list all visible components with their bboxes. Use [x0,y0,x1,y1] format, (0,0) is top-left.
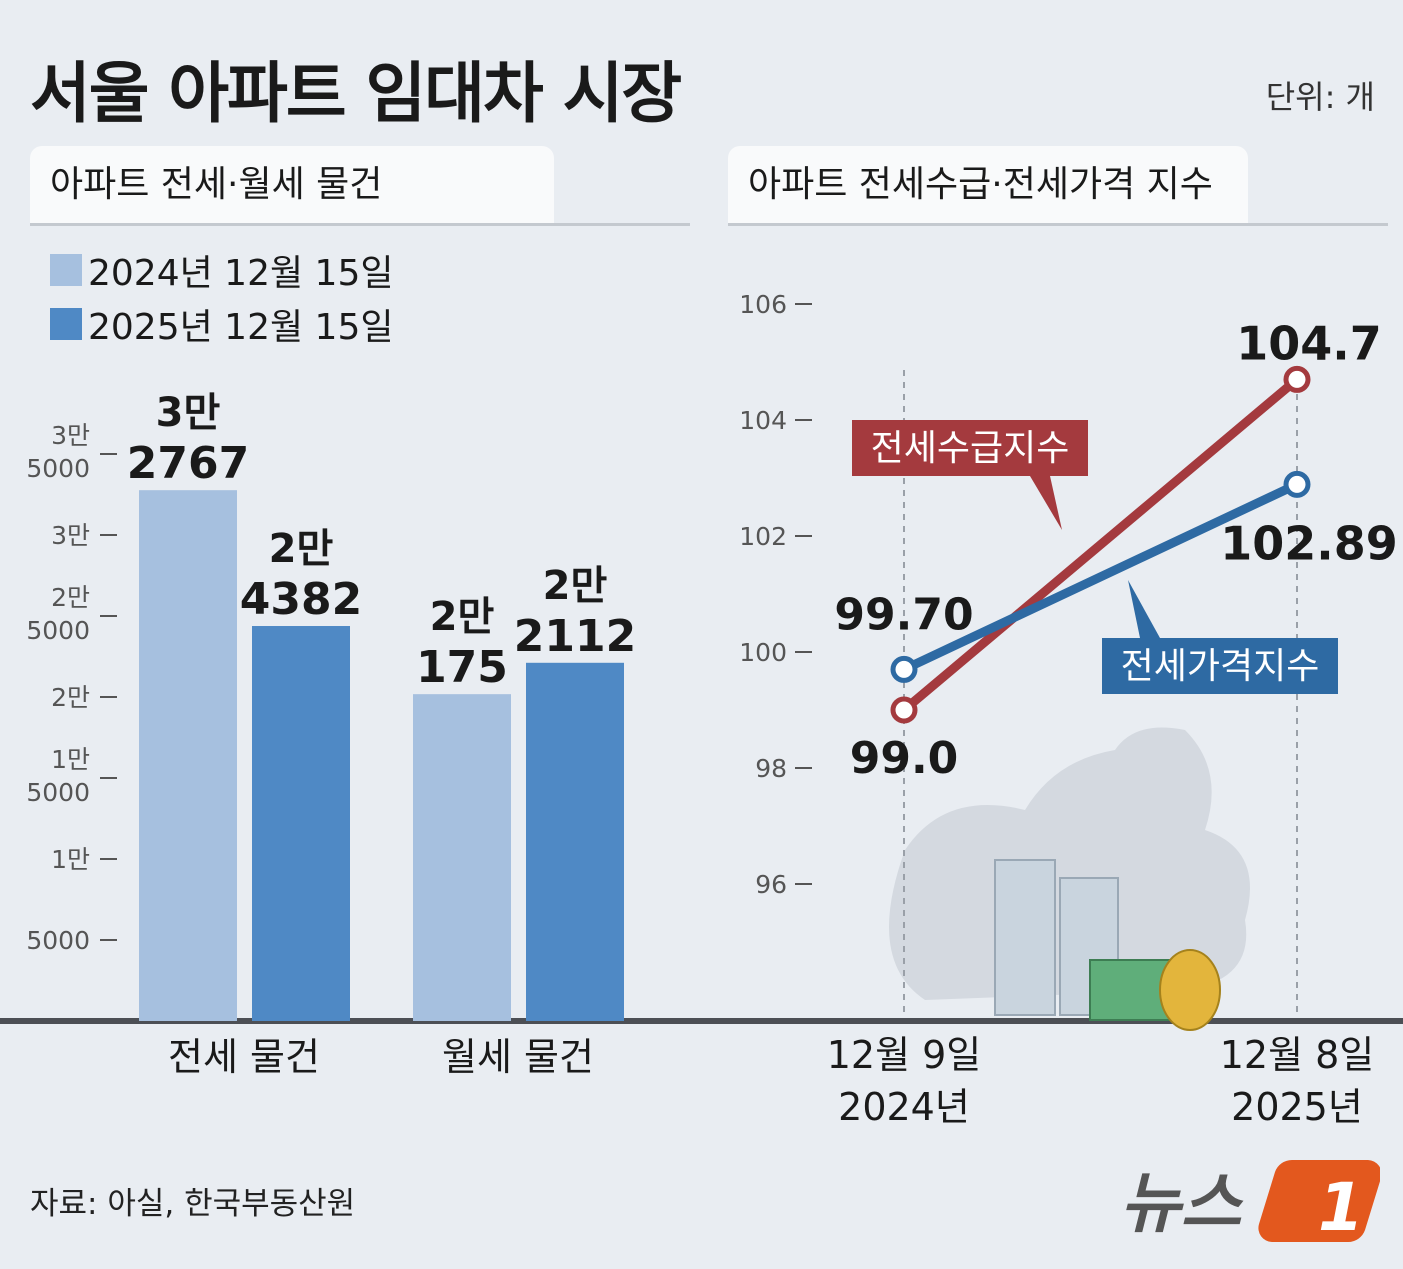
y-tick-label: 106 [739,290,787,319]
point-value-label: 104.7 [1236,316,1382,370]
right-panel-divider [728,223,1388,226]
bar-value-label: 2만 [430,594,495,640]
x-tick-label: 12월 9일 [827,1033,982,1077]
series-callout-box [852,420,1088,476]
unit-label: 단위: 개 [1265,78,1375,116]
x-category-label: 전세 물건 [168,1035,320,1079]
bar [139,490,237,1022]
y-tick-label: 5000 [26,778,90,807]
series-name-label: 전세수급지수 [871,428,1070,469]
y-tick-label: 2만 [51,683,90,712]
bar [526,662,624,1021]
legend-swatch-2024 [50,254,82,286]
x-tick-label: 12월 8일 [1220,1033,1375,1077]
data-point [890,696,918,724]
y-tick-label: 2만 [51,583,90,612]
bar-value-label: 2767 [127,438,249,489]
point-value-label: 99.0 [850,733,959,784]
source-note: 자료: 아실, 한국부동산원 [30,1186,356,1222]
logo-badge [1258,1160,1382,1242]
x-tick-label: 2025년 [1231,1085,1363,1129]
series-line [899,479,1302,674]
y-tick-label: 1만 [51,745,90,774]
point-value-label: 102.89 [1220,516,1398,570]
data-point [1283,365,1311,393]
y-tick-label: 3만 [51,421,90,450]
right-panel-title: 아파트 전세수급·전세가격 지수 [728,146,1248,224]
series-callout-pointer [1030,476,1062,530]
page-title: 서울 아파트 임대차 시장 [30,55,682,132]
y-tick-label: 102 [739,522,787,551]
news1-logo: 뉴스 1 [1120,1148,1382,1252]
legend-label-2025: 2025년 12월 15일 [88,307,394,348]
series-name-label: 전세가격지수 [1121,646,1320,687]
bar-value-label: 2만 [269,526,334,572]
seoul-map-graphic [889,727,1250,1000]
logo-badge-digit: 1 [1318,1169,1364,1246]
point-value-label: 99.70 [834,589,973,640]
left-panel-divider [30,223,690,226]
x-category-label: 월세 물건 [442,1035,594,1079]
logo-text: 뉴스 [1120,1165,1244,1242]
logo-graphic: 뉴스 1 [1120,1160,1382,1246]
bar [252,626,350,1021]
chart-baseline [0,1018,1403,1024]
y-tick-label: 104 [739,406,787,435]
bar-value-label: 4382 [240,574,362,625]
series-callout-box [1102,638,1338,694]
left-panel-title: 아파트 전세·월세 물건 [30,146,554,224]
legend-swatch-2025 [50,308,82,340]
bar-value-label: 3만 [156,390,221,436]
bar [413,694,511,1021]
data-point [890,655,918,683]
apartment-building-graphic [994,859,1056,1016]
y-tick-label: 5000 [26,926,90,955]
data-point [1283,470,1311,498]
bar-value-label: 2만 [543,563,608,609]
legend-item-2024: 2024년 12월 15일 [50,244,393,296]
coins-graphic [1159,949,1221,1031]
bar-value-label: 175 [416,642,508,693]
legend-label-2024: 2024년 12월 15일 [88,253,394,294]
y-tick-label: 1만 [51,845,90,874]
y-tick-label: 5000 [26,454,90,483]
y-tick-label: 96 [755,870,787,899]
legend-item-2025: 2025년 12월 15일 [50,298,393,350]
y-tick-label: 5000 [26,616,90,645]
series-callout-pointer [1128,580,1160,638]
y-tick-label: 3만 [51,521,90,550]
x-tick-label: 2024년 [838,1085,970,1129]
series-line [899,374,1302,715]
y-tick-label: 100 [739,638,787,667]
cash-stack-graphic [1089,959,1171,1021]
y-tick-label: 98 [755,754,787,783]
bar-value-label: 2112 [514,611,636,662]
